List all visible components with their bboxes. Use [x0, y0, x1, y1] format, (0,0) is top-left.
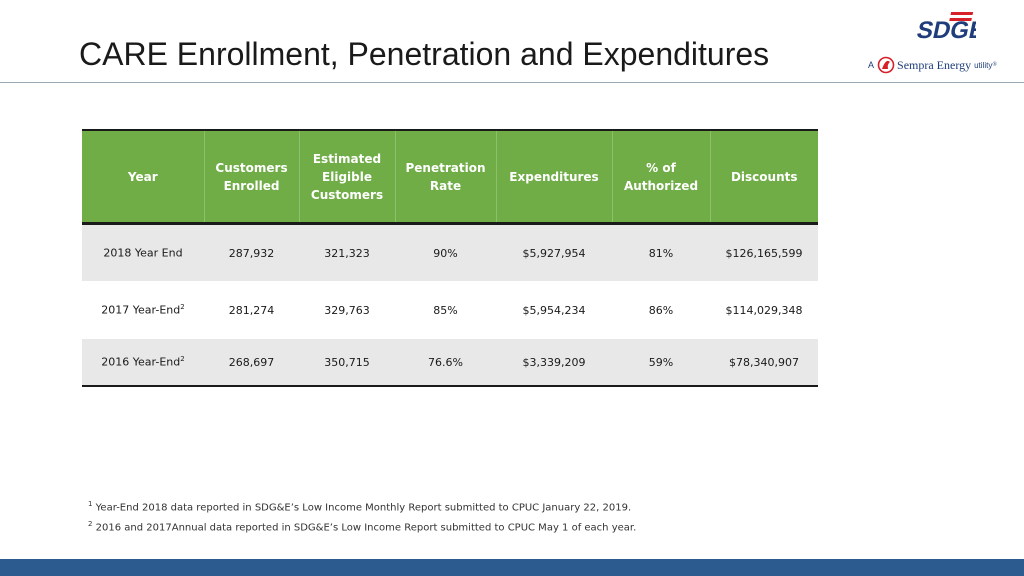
cell-estimated-eligible: 321,323: [299, 223, 395, 281]
cell-discounts: $126,165,599: [710, 223, 818, 281]
page-title: CARE Enrollment, Penetration and Expendi…: [79, 36, 770, 72]
table-row: 2016 Year-End2 268,697 350,715 76.6% $3,…: [82, 339, 818, 387]
sdge-logo-mark: SDGE: [914, 12, 976, 44]
cell-penetration-rate: 76.6%: [395, 339, 496, 387]
logo-tag-trademark: ®: [992, 62, 997, 68]
table-header-row: Year Customers Enrolled Estimated Eligib…: [82, 129, 818, 225]
header-estimated-eligible: Estimated Eligible Customers: [299, 129, 396, 225]
cell-discounts: $78,340,907: [710, 339, 818, 387]
header-year: Year: [82, 129, 205, 225]
cell-penetration-rate: 85%: [395, 281, 496, 339]
cell-expenditures: $3,339,209: [496, 339, 612, 387]
care-table: Year Customers Enrolled Estimated Eligib…: [82, 129, 818, 387]
cell-customers-enrolled: 281,274: [204, 281, 299, 339]
table-row: 2018 Year End 287,932 321,323 90% $5,927…: [82, 223, 818, 281]
cell-penetration-rate: 90%: [395, 223, 496, 281]
bottom-bar: [0, 559, 1024, 576]
cell-pct-authorized: 59%: [612, 339, 710, 387]
sempra-flame-icon: [877, 56, 895, 74]
cell-customers-enrolled: 268,697: [204, 339, 299, 387]
header-pct-authorized: % of Authorized: [612, 129, 711, 225]
footnote: 2 2016 and 2017Annual data reported in S…: [88, 520, 637, 534]
cell-pct-authorized: 86%: [612, 281, 710, 339]
logo-tag-a: A: [868, 60, 875, 70]
header-expenditures: Expenditures: [496, 129, 613, 225]
cell-year: 2016 Year-End2: [82, 339, 204, 387]
logo-tag-company: Sempra Energy: [897, 57, 972, 72]
header-discounts: Discounts: [710, 129, 818, 225]
cell-year: 2017 Year-End2: [82, 281, 204, 339]
title-divider: [0, 82, 1024, 83]
sdge-logo: SDGE A Sempra Energy utility ®: [868, 8, 1018, 78]
cell-estimated-eligible: 329,763: [299, 281, 395, 339]
cell-year: 2018 Year End: [82, 223, 204, 281]
logo-tagline: A Sempra Energy utility ®: [868, 56, 997, 74]
cell-customers-enrolled: 287,932: [204, 223, 299, 281]
cell-pct-authorized: 81%: [612, 223, 710, 281]
footnotes: 1 Year-End 2018 data reported in SDG&E’s…: [88, 496, 636, 537]
cell-discounts: $114,029,348: [710, 281, 818, 339]
logo-mark-text: SDGE: [914, 17, 976, 44]
table-row: 2017 Year-End2 281,274 329,763 85% $5,95…: [82, 281, 818, 339]
cell-expenditures: $5,954,234: [496, 281, 612, 339]
logo-tag-utility: utility: [974, 60, 993, 70]
cell-expenditures: $5,927,954: [496, 223, 612, 281]
header-penetration-rate: Penetration Rate: [395, 129, 497, 225]
footnote: 1 Year-End 2018 data reported in SDG&E’s…: [88, 500, 632, 514]
cell-estimated-eligible: 350,715: [299, 339, 395, 387]
header-customers-enrolled: Customers Enrolled: [204, 129, 300, 225]
